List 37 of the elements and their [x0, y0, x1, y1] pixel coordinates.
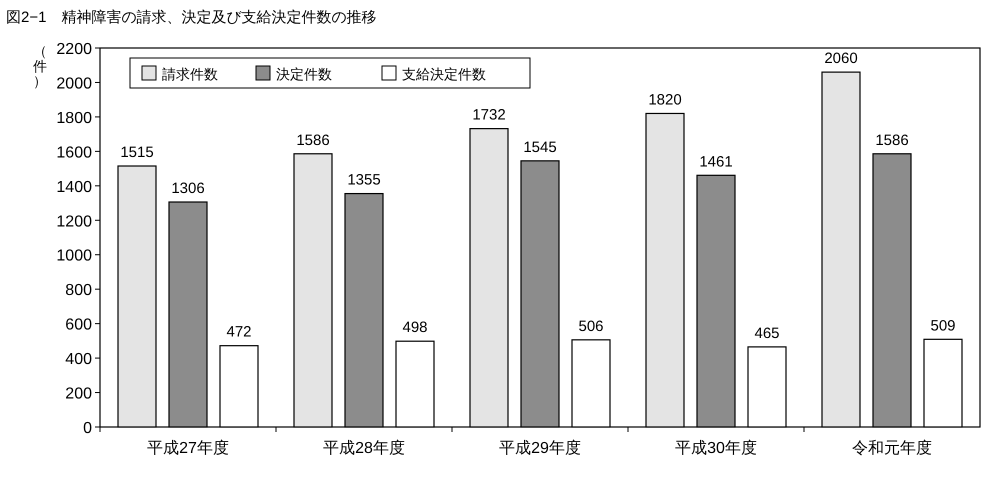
x-tick-label: 平成28年度	[323, 439, 405, 457]
y-tick-label: 1400	[56, 178, 92, 196]
y-tick-label: 2000	[56, 75, 92, 92]
y-tick-label: 200	[65, 386, 92, 403]
data-label: 498	[402, 319, 428, 336]
data-label: 1586	[875, 132, 909, 149]
y-tick-label: 1600	[56, 144, 92, 162]
legend-label: 支給決定件数	[402, 66, 486, 82]
data-label: 472	[226, 324, 252, 341]
x-tick-label: 平成30年度	[675, 439, 757, 457]
data-label: 1306	[171, 180, 205, 198]
y-tick-label: 1000	[56, 248, 92, 265]
data-label: 1732	[472, 106, 506, 124]
data-label: 1586	[296, 132, 330, 149]
legend-label: 決定件数	[276, 66, 332, 82]
legend-label: 請求件数	[162, 66, 218, 82]
data-label: 1820	[648, 91, 682, 108]
x-tick-label: 平成27年度	[147, 439, 229, 457]
data-label: 465	[754, 324, 780, 342]
chart-title: 図2−1 精神障害の請求、決定及び支給決定件数の推移	[6, 9, 376, 26]
data-label: 1461	[699, 153, 733, 170]
y-tick-label: 2200	[56, 41, 92, 58]
data-label: 1545	[523, 138, 557, 156]
y-tick-label: 600	[65, 316, 92, 334]
y-tick-label: 1200	[56, 213, 92, 230]
y-axis-title: （件）	[33, 43, 47, 89]
x-tick-label: 令和元年度	[852, 439, 932, 457]
y-tick-label: 400	[65, 351, 92, 368]
y-tick-label: 800	[65, 282, 92, 300]
data-label: 1515	[120, 144, 154, 162]
data-label: 2060	[824, 50, 858, 68]
x-tick-label: 平成29年度	[499, 439, 581, 457]
data-label: 509	[930, 317, 956, 334]
y-tick-label: 0	[83, 420, 92, 437]
y-tick-label: 1800	[56, 110, 92, 127]
data-label: 1355	[347, 172, 381, 189]
data-label: 506	[578, 318, 604, 335]
